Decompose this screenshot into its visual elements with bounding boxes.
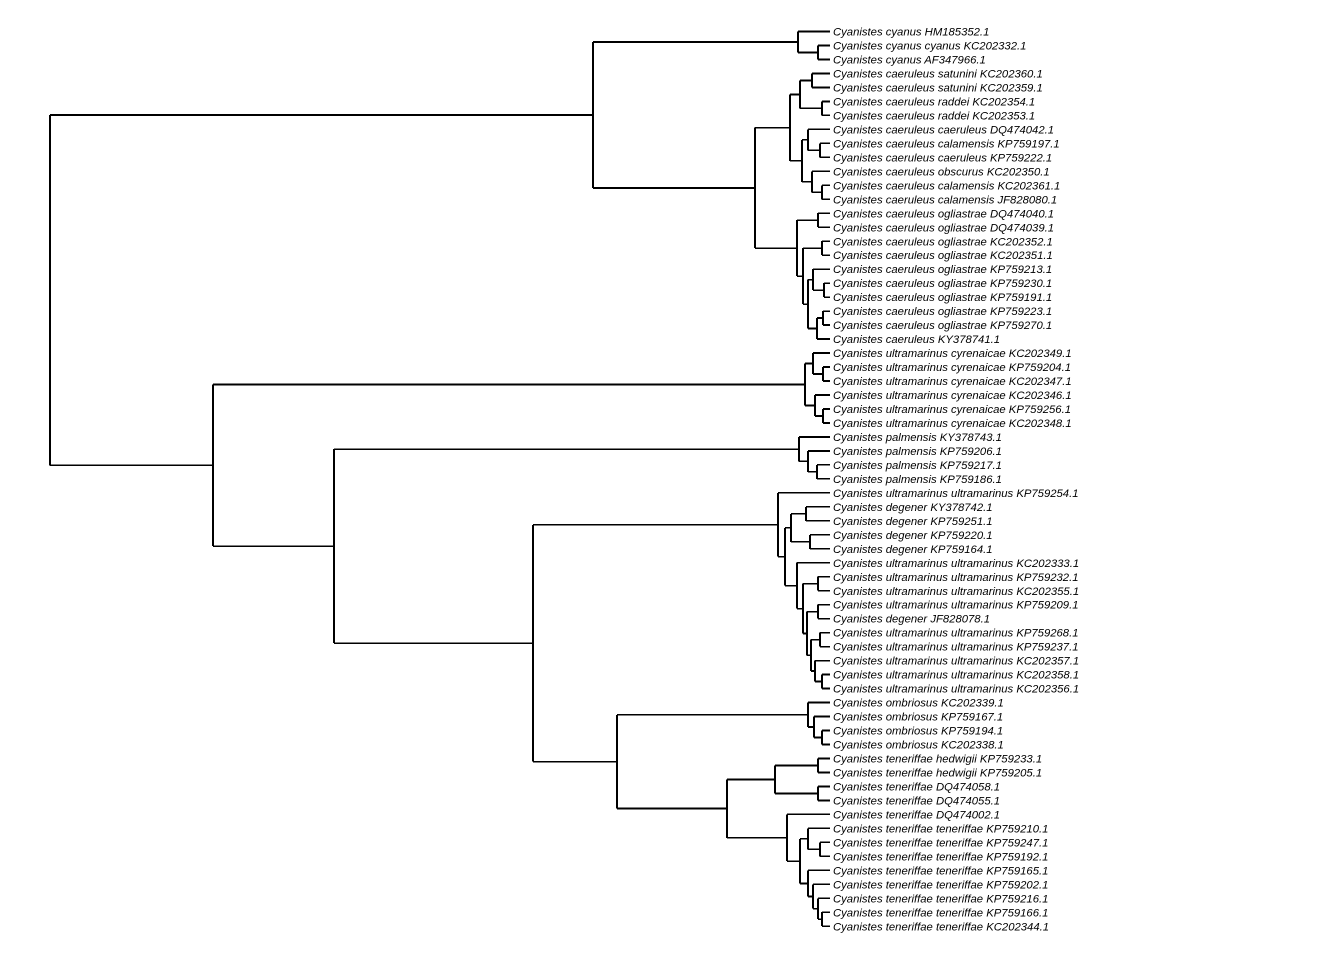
taxon-label-59: Cyanistes teneriffae teneriffae KP759192…	[833, 851, 1048, 863]
taxon-label-8: Cyanistes caeruleus calamensis KP759197.…	[833, 138, 1060, 150]
taxon-label-62: Cyanistes teneriffae teneriffae KP759216…	[833, 893, 1048, 905]
taxon-label-46: Cyanistes ultramarinus ultramarinus KC20…	[833, 670, 1079, 682]
taxon-label-39: Cyanistes ultramarinus ultramarinus KP75…	[833, 572, 1079, 584]
taxon-label-13: Cyanistes caeruleus ogliastrae DQ474040.…	[833, 208, 1054, 220]
taxon-label-16: Cyanistes caeruleus ogliastrae KC202351.…	[833, 250, 1053, 262]
taxon-label-38: Cyanistes ultramarinus ultramarinus KC20…	[833, 558, 1079, 570]
taxon-label-14: Cyanistes caeruleus ogliastrae DQ474039.…	[833, 222, 1054, 234]
taxon-label-23: Cyanistes ultramarinus cyrenaicae KC2023…	[833, 348, 1072, 360]
taxon-label-12: Cyanistes caeruleus calamensis JF828080.…	[833, 194, 1057, 206]
taxon-label-3: Cyanistes caeruleus satunini KC202360.1	[833, 69, 1043, 81]
taxon-label-7: Cyanistes caeruleus caeruleus DQ474042.1	[833, 124, 1054, 136]
taxon-label-55: Cyanistes teneriffae DQ474055.1	[833, 795, 1000, 807]
taxon-label-48: Cyanistes ombriosus KC202339.1	[833, 698, 1004, 710]
taxon-label-11: Cyanistes caeruleus calamensis KC202361.…	[833, 180, 1060, 192]
taxon-label-34: Cyanistes degener KY378742.1	[833, 502, 993, 514]
taxon-label-35: Cyanistes degener KP759251.1	[833, 516, 993, 528]
taxon-label-47: Cyanistes ultramarinus ultramarinus KC20…	[833, 684, 1079, 696]
taxon-label-60: Cyanistes teneriffae teneriffae KP759165…	[833, 865, 1048, 877]
taxon-label-24: Cyanistes ultramarinus cyrenaicae KP7592…	[833, 362, 1071, 374]
taxon-label-63: Cyanistes teneriffae teneriffae KP759166…	[833, 907, 1048, 919]
taxon-label-2: Cyanistes cyanus AF347966.1	[833, 55, 986, 67]
taxon-label-56: Cyanistes teneriffae DQ474002.1	[833, 809, 1000, 821]
taxon-label-41: Cyanistes ultramarinus ultramarinus KP75…	[833, 600, 1079, 612]
taxon-label-4: Cyanistes caeruleus satunini KC202359.1	[833, 82, 1043, 94]
taxon-label-5: Cyanistes caeruleus raddei KC202354.1	[833, 96, 1035, 108]
taxon-label-28: Cyanistes ultramarinus cyrenaicae KC2023…	[833, 418, 1072, 430]
taxon-label-42: Cyanistes degener JF828078.1	[833, 614, 990, 626]
taxon-label-36: Cyanistes degener KP759220.1	[833, 530, 993, 542]
taxon-label-10: Cyanistes caeruleus obscurus KC202350.1	[833, 166, 1050, 178]
taxon-label-45: Cyanistes ultramarinus ultramarinus KC20…	[833, 656, 1079, 668]
taxon-label-27: Cyanistes ultramarinus cyrenaicae KP7592…	[833, 404, 1071, 416]
taxon-label-32: Cyanistes palmensis KP759186.1	[833, 474, 1002, 486]
taxon-label-6: Cyanistes caeruleus raddei KC202353.1	[833, 110, 1035, 122]
taxon-label-50: Cyanistes ombriosus KP759194.1	[833, 726, 1003, 738]
taxon-label-43: Cyanistes ultramarinus ultramarinus KP75…	[833, 628, 1079, 640]
taxon-label-51: Cyanistes ombriosus KC202338.1	[833, 740, 1004, 752]
taxon-label-53: Cyanistes teneriffae hedwigii KP759205.1	[833, 768, 1042, 780]
taxon-label-21: Cyanistes caeruleus ogliastrae KP759270.…	[833, 320, 1052, 332]
taxon-label-58: Cyanistes teneriffae teneriffae KP759247…	[833, 837, 1048, 849]
taxon-label-26: Cyanistes ultramarinus cyrenaicae KC2023…	[833, 390, 1072, 402]
taxon-label-54: Cyanistes teneriffae DQ474058.1	[833, 781, 1000, 793]
taxon-label-44: Cyanistes ultramarinus ultramarinus KP75…	[833, 642, 1079, 654]
taxon-label-30: Cyanistes palmensis KP759206.1	[833, 446, 1002, 458]
taxon-label-49: Cyanistes ombriosus KP759167.1	[833, 712, 1003, 724]
taxon-label-64: Cyanistes teneriffae teneriffae KC202344…	[833, 921, 1049, 933]
taxon-label-37: Cyanistes degener KP759164.1	[833, 544, 993, 556]
taxon-label-61: Cyanistes teneriffae teneriffae KP759202…	[833, 879, 1048, 891]
taxon-label-52: Cyanistes teneriffae hedwigii KP759233.1	[833, 754, 1042, 766]
taxon-label-17: Cyanistes caeruleus ogliastrae KP759213.…	[833, 264, 1052, 276]
taxon-label-22: Cyanistes caeruleus KY378741.1	[833, 334, 1000, 346]
taxon-label-0: Cyanistes cyanus HM185352.1	[833, 27, 989, 39]
taxon-label-18: Cyanistes caeruleus ogliastrae KP759230.…	[833, 278, 1052, 290]
taxon-label-33: Cyanistes ultramarinus ultramarinus KP75…	[833, 488, 1079, 500]
taxon-label-9: Cyanistes caeruleus caeruleus KP759222.1	[833, 152, 1052, 164]
taxon-label-25: Cyanistes ultramarinus cyrenaicae KC2023…	[833, 376, 1072, 388]
taxon-label-40: Cyanistes ultramarinus ultramarinus KC20…	[833, 586, 1079, 598]
taxon-label-29: Cyanistes palmensis KY378743.1	[833, 432, 1002, 444]
taxon-label-57: Cyanistes teneriffae teneriffae KP759210…	[833, 823, 1048, 835]
taxon-label-20: Cyanistes caeruleus ogliastrae KP759223.…	[833, 306, 1052, 318]
taxon-label-1: Cyanistes cyanus cyanus KC202332.1	[833, 41, 1026, 53]
taxon-label-31: Cyanistes palmensis KP759217.1	[833, 460, 1002, 472]
taxon-label-15: Cyanistes caeruleus ogliastrae KC202352.…	[833, 236, 1053, 248]
taxon-label-19: Cyanistes caeruleus ogliastrae KP759191.…	[833, 292, 1052, 304]
